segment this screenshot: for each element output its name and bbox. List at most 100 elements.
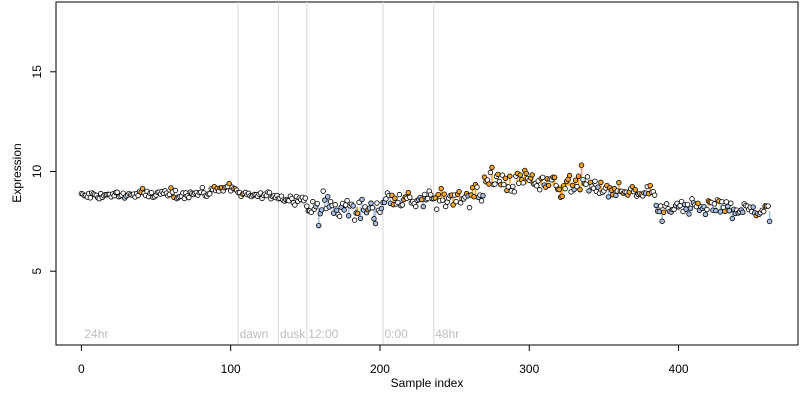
y-tick-label: 5 xyxy=(30,268,44,275)
data-point xyxy=(499,172,506,178)
data-point xyxy=(486,181,492,187)
data-point xyxy=(586,188,592,194)
data-point xyxy=(729,215,736,222)
data-point xyxy=(711,201,718,207)
y-tick-label: 10 xyxy=(30,165,44,179)
data-point xyxy=(474,184,480,190)
data-point xyxy=(765,203,771,209)
data-point xyxy=(556,186,562,193)
data-point xyxy=(319,207,325,213)
data-point xyxy=(613,192,619,199)
data-point xyxy=(407,194,413,200)
data-point xyxy=(351,217,358,223)
data-point xyxy=(405,189,412,196)
data-point xyxy=(726,208,733,214)
data-point xyxy=(584,174,591,180)
time-annotation-label: dawn xyxy=(240,327,269,341)
data-point xyxy=(656,208,662,215)
data-point xyxy=(478,198,485,204)
data-point xyxy=(540,174,546,181)
data-point xyxy=(207,191,213,197)
data-point xyxy=(266,189,273,196)
data-point xyxy=(572,177,579,183)
data-point xyxy=(566,172,573,179)
time-annotation-label: 48hr xyxy=(435,327,459,341)
data-point xyxy=(578,162,585,168)
data-point xyxy=(419,196,425,203)
y-tick-label: 15 xyxy=(30,65,44,79)
data-point xyxy=(87,195,94,201)
data-point xyxy=(660,209,667,216)
data-point xyxy=(507,173,513,179)
data-point xyxy=(713,207,719,214)
data-point xyxy=(722,208,728,215)
x-tick-label: 0 xyxy=(78,362,85,376)
data-point xyxy=(420,203,426,210)
data-point xyxy=(438,185,444,192)
data-point xyxy=(432,195,438,201)
data-point xyxy=(495,171,501,178)
data-point xyxy=(422,191,428,198)
data-point xyxy=(723,199,730,205)
data-point xyxy=(471,194,477,200)
data-point xyxy=(559,193,565,200)
data-point xyxy=(332,202,338,208)
data-point xyxy=(378,205,385,212)
data-point xyxy=(695,200,701,207)
data-point xyxy=(505,184,512,190)
data-point xyxy=(226,180,232,187)
data-point xyxy=(719,198,725,205)
data-point xyxy=(359,196,365,203)
data-point xyxy=(537,187,543,193)
data-point xyxy=(605,194,612,200)
data-point xyxy=(534,183,540,189)
data-point xyxy=(302,195,309,201)
data-point xyxy=(489,164,495,171)
data-point xyxy=(368,200,374,206)
data-point xyxy=(357,215,364,222)
plot-frame xyxy=(55,1,799,346)
data-point xyxy=(583,181,589,187)
data-point xyxy=(399,202,406,208)
data-point xyxy=(372,220,379,227)
data-point xyxy=(172,187,179,194)
time-annotation-label: dusk xyxy=(280,327,306,341)
data-point xyxy=(510,183,516,190)
data-point xyxy=(592,178,598,184)
data-point xyxy=(316,222,322,229)
x-tick-label: 400 xyxy=(669,362,689,376)
data-point xyxy=(687,205,694,211)
data-point xyxy=(728,200,734,206)
data-point xyxy=(598,179,604,186)
data-point xyxy=(704,206,710,213)
data-point xyxy=(308,209,314,216)
data-point xyxy=(395,199,401,206)
data-point xyxy=(392,195,398,202)
data-point xyxy=(659,218,665,224)
data-point xyxy=(369,205,376,211)
data-point xyxy=(632,187,638,193)
time-annotations: 24hr dawn dusk 12:00 0:00 48hr xyxy=(84,327,459,341)
data-point xyxy=(442,203,449,210)
data-point xyxy=(413,203,419,210)
x-axis-title: Sample index xyxy=(391,376,464,390)
data-point xyxy=(575,173,582,179)
data-point xyxy=(354,210,361,217)
data-point xyxy=(453,198,459,205)
data-point xyxy=(450,202,456,208)
data-point xyxy=(702,211,709,218)
data-point xyxy=(517,172,524,178)
data-point xyxy=(717,209,724,215)
data-point xyxy=(629,183,635,190)
y-axis-title: Expression xyxy=(10,143,24,202)
data-point xyxy=(502,175,509,182)
data-point xyxy=(750,204,756,210)
data-point xyxy=(651,192,658,198)
time-annotation-label: 12:00 xyxy=(308,327,338,341)
data-point xyxy=(551,174,558,181)
data-point xyxy=(466,204,473,211)
data-point xyxy=(501,181,507,188)
x-tick-label: 200 xyxy=(370,362,390,376)
data-point xyxy=(383,196,389,202)
data-point xyxy=(595,184,601,190)
